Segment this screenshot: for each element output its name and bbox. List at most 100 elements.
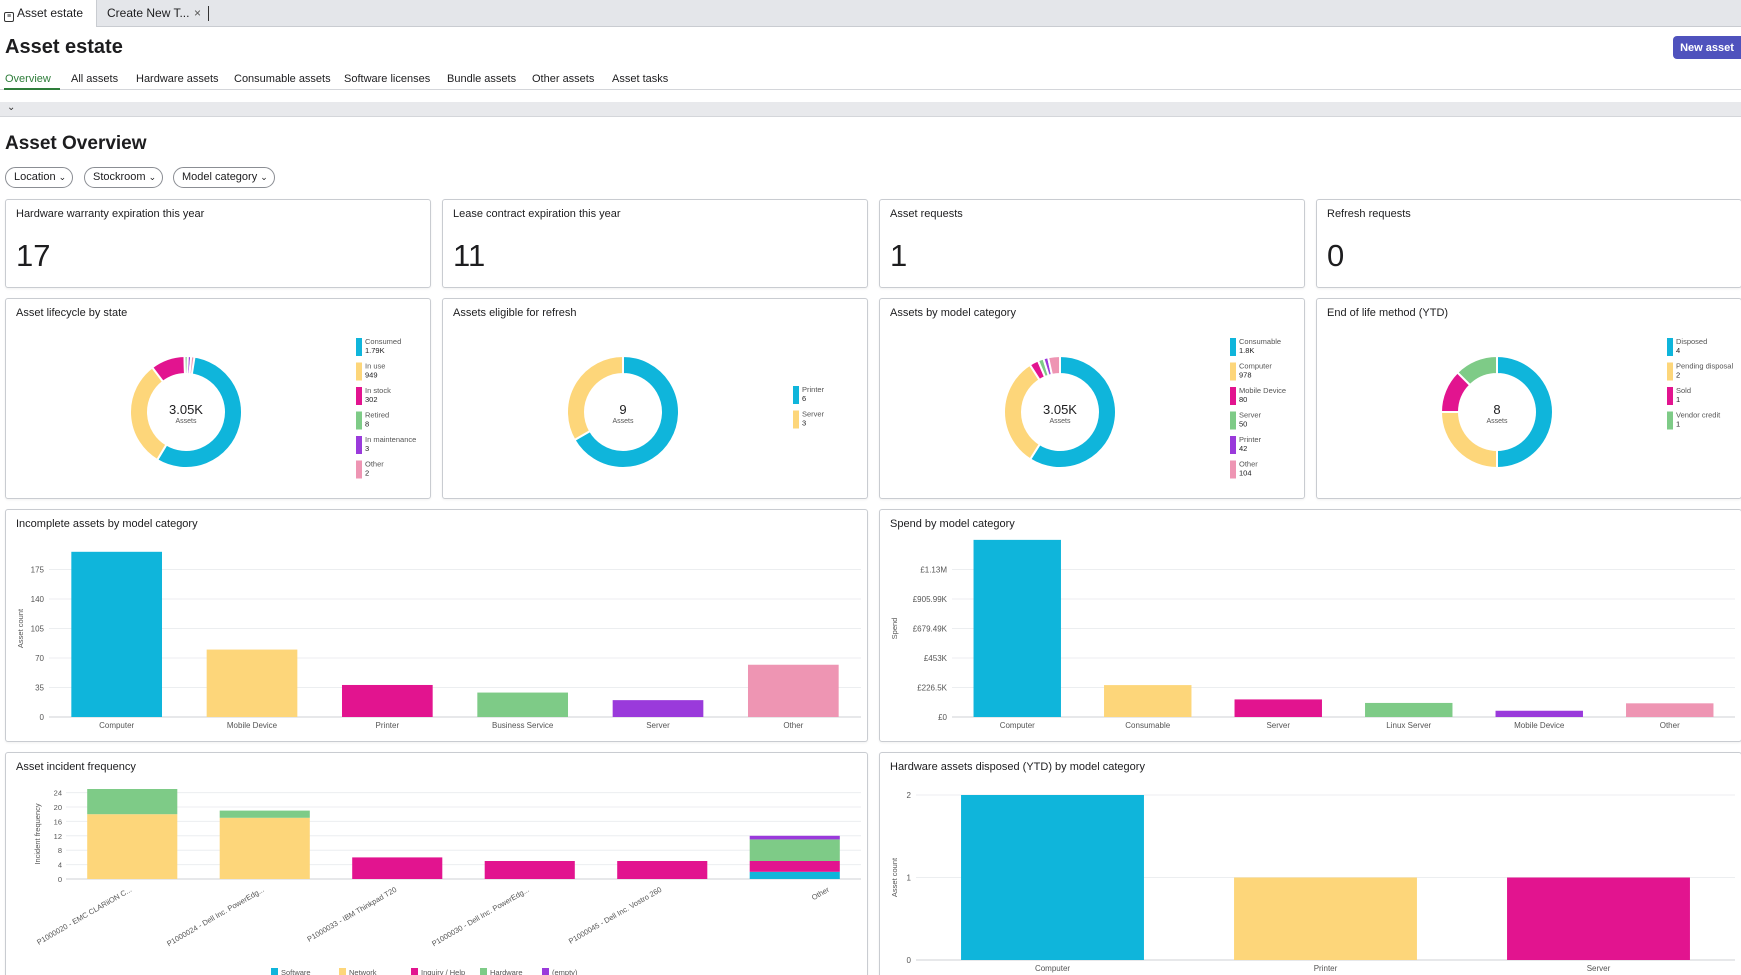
close-icon[interactable]: × — [193, 6, 201, 20]
legend-value-vendor-credit: 1 — [1676, 420, 1680, 429]
bar-printer — [1234, 877, 1417, 960]
legend-label-vendor-credit: Vendor credit — [1676, 411, 1721, 420]
x-tick-label: Computer — [1035, 964, 1070, 973]
chart-title: Hardware assets disposed (YTD) by model … — [890, 761, 1145, 773]
chart-card-end-of-life: End of life method (YTD) 8 Assets Disposed… — [1316, 298, 1741, 499]
bar-segment-network — [219, 817, 310, 879]
browser-tab-asset-estate[interactable]: ≡ Asset estate — [0, 0, 97, 27]
filter-collapse-bar[interactable]: ⌄ — [0, 102, 1741, 117]
chart-card-model-category: Assets by model category 3.05K Assets Cons… — [879, 298, 1305, 499]
x-tick-label: Other — [783, 721, 803, 730]
page-title: Asset estate — [5, 36, 123, 58]
legend-swatch-sold — [1667, 387, 1673, 405]
x-tick-label: Business Service — [492, 721, 554, 730]
browser-tab-create-new[interactable]: Create New T... × — [99, 0, 209, 27]
y-axis-label: Spend — [890, 618, 899, 640]
y-tick-label: £0 — [938, 713, 947, 722]
legend-label-server: Server — [802, 410, 825, 419]
filter-label: Stockroom — [93, 171, 146, 183]
tab-all-assets[interactable]: All assets — [71, 73, 119, 85]
bar-segment-inquiry-help — [617, 861, 708, 879]
legend-label-server: Server — [1239, 411, 1262, 420]
donut-center-value: 3.05K — [1043, 402, 1077, 417]
legend-swatch-in-maintenance — [356, 436, 362, 454]
donut-slice-server — [566, 354, 624, 442]
bar-computer — [961, 795, 1144, 960]
browser-tab-label: Asset estate — [17, 6, 84, 20]
bar-linux-server — [1365, 702, 1453, 717]
legend-swatch-server — [793, 410, 799, 429]
tab-hardware-assets[interactable]: Hardware assets — [136, 73, 219, 85]
bar-chart-incomplete-assets: 0 35 70 105 140 175 Asset count Computer Mobile … — [16, 551, 861, 730]
y-tick-label: £226.5K — [917, 684, 947, 693]
tab-overview[interactable]: Overview — [5, 73, 51, 85]
chevron-down-icon: ⌄ — [148, 172, 157, 182]
legend-label-inquiry-help: Inquiry / Help — [421, 968, 465, 975]
kpi-card-asset-requests[interactable]: Asset requests 1 — [879, 199, 1305, 288]
legend-swatch-software — [271, 968, 278, 975]
legend-swatch-computer — [1230, 362, 1236, 381]
filter-location[interactable]: Location ⌄ — [5, 167, 74, 188]
chart-title: Incomplete assets by model category — [16, 518, 198, 530]
bar-computer — [973, 539, 1061, 717]
legend-swatch-other — [1230, 460, 1236, 479]
tab-consumable-assets[interactable]: Consumable assets — [234, 73, 331, 85]
bar-other — [747, 664, 839, 717]
donut-slice-consumed — [155, 354, 243, 469]
filter-model-category[interactable]: Model category ⌄ — [173, 167, 275, 188]
y-tick-label: 16 — [54, 817, 62, 826]
chart-card-incident-frequency: Asset incident frequency 0 4 8 12 16 20 24 Inci… — [5, 752, 868, 975]
legend-swatch-consumable — [1230, 338, 1236, 356]
chart-title: End of life method (YTD) — [1327, 307, 1449, 319]
y-tick-label: 175 — [31, 566, 45, 575]
kpi-card-warranty[interactable]: Hardware warranty expiration this year 1… — [5, 199, 431, 288]
browser-tab-label: Create New T... — [107, 6, 190, 20]
legend-value-pending-disposal: 2 — [1676, 371, 1680, 380]
x-tick-label: P1000020 - EMC CLARiiON C... — [35, 885, 133, 947]
kpi-label: Lease contract expiration this year — [453, 208, 621, 220]
donut-slice-in-use — [129, 365, 168, 462]
tab-bundle-assets[interactable]: Bundle assets — [447, 73, 517, 85]
legend-value-other: 2 — [365, 469, 369, 478]
donut-slice-consumable — [1028, 354, 1117, 469]
legend-label-disposed: Disposed — [1676, 337, 1707, 346]
donut-slice-computer — [1003, 363, 1042, 461]
new-asset-button[interactable]: New asset — [1673, 36, 1741, 59]
legend-label-consumed: Consumed — [365, 337, 401, 346]
bar-business-service — [477, 692, 569, 717]
bar-chart-spend: £0 £226.5K £453K £679.49K £905.99K £1.13M Spen… — [890, 539, 1735, 730]
bar-segment-hardware — [749, 839, 840, 861]
y-tick-label: 1 — [907, 874, 912, 883]
legend-swatch-mobile-device — [1230, 387, 1236, 405]
tab-software-licenses[interactable]: Software licenses — [344, 73, 431, 85]
kpi-card-refresh-requests[interactable]: Refresh requests 0 — [1316, 199, 1741, 288]
chart-title: Assets by model category — [890, 307, 1016, 319]
kpi-label: Asset requests — [890, 208, 963, 220]
chevron-down-icon[interactable]: ⌄ — [7, 102, 16, 113]
y-tick-label: £1.13M — [920, 566, 947, 575]
stacked-bar-chart-incidents: 0 4 8 12 16 20 24 Incident frequency P1000020 - … — [33, 789, 861, 975]
legend-value-in-maintenance: 3 — [365, 444, 369, 453]
chart-title: Spend by model category — [890, 518, 1015, 530]
filter-stockroom[interactable]: Stockroom ⌄ — [84, 167, 164, 188]
legend-label-empty: (empty) — [552, 968, 578, 975]
y-tick-label: £453K — [924, 654, 948, 663]
bar-chart-disposed: 0 1 2 Asset count Computer Printer Server — [890, 791, 1735, 973]
chart-card-spend: Spend by model category £0 £226.5K £453K £6… — [879, 509, 1741, 742]
legend-value-sold: 1 — [1676, 395, 1680, 404]
legend-swatch-other — [356, 460, 362, 479]
legend-swatch-in-use — [356, 362, 362, 381]
x-tick-label: P1000030 - Dell Inc. PowerEdg... — [430, 885, 531, 948]
x-tick-label: Computer — [1000, 721, 1035, 730]
tab-asset-tasks[interactable]: Asset tasks — [612, 73, 669, 85]
donut-slice-printer — [573, 354, 680, 469]
bar-computer — [71, 551, 163, 717]
y-tick-label: 70 — [35, 654, 44, 663]
y-axis-label: Asset count — [16, 608, 25, 648]
kpi-card-lease[interactable]: Lease contract expiration this year 11 — [442, 199, 868, 288]
tab-other-assets[interactable]: Other assets — [532, 73, 595, 85]
legend-swatch-network — [339, 968, 346, 975]
chart-card-lifecycle: Asset lifecycle by state 3.05K Assets Cons… — [5, 298, 431, 499]
